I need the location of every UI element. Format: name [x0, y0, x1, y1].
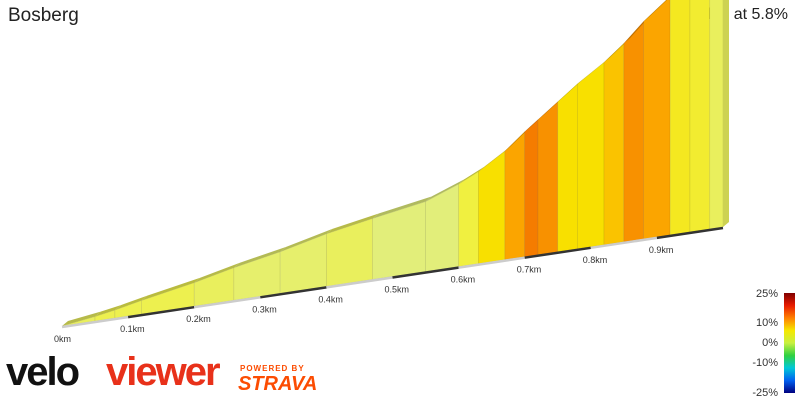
profile-segment: [689, 0, 711, 233]
profile-segment-top: [62, 311, 102, 326]
logo-viewer: viewer: [106, 350, 221, 394]
profile-segment: [623, 20, 644, 243]
x-tick-label: 0.4km: [318, 294, 343, 304]
profile-segment: [458, 171, 479, 267]
scale-label: -25%: [752, 387, 778, 399]
axis-segment: [127, 305, 195, 319]
profile-segment-top: [194, 262, 240, 283]
axis-segment: [524, 246, 591, 259]
scale-label: 0%: [762, 337, 778, 349]
profile-segment-top: [623, 16, 650, 44]
x-tick-label: 0.9km: [649, 245, 674, 255]
profile-segment-top: [95, 305, 121, 317]
x-tick-label: 0.3km: [252, 304, 277, 314]
x-tick-label: 0.8km: [583, 255, 608, 265]
profile-segment-top: [326, 213, 379, 234]
powered-by-strava-label: POWERED BY: [240, 364, 305, 373]
profile-segment-top: [114, 295, 148, 311]
scale-label: 25%: [756, 288, 778, 300]
profile-segment: [603, 42, 625, 246]
color-scale-bar: [784, 293, 795, 393]
profile-segment-top: [577, 57, 611, 84]
profile-segment-top: [141, 277, 201, 301]
axis-segment: [61, 315, 129, 329]
profile-segment: [709, 0, 724, 230]
scale-label: 10%: [756, 317, 778, 329]
axis-segment: [392, 266, 459, 279]
profile-segment-top: [478, 146, 511, 172]
profile-segment: [537, 101, 559, 256]
x-tick-label: 0.2km: [186, 314, 211, 324]
profile-segment: [577, 61, 605, 250]
x-tick-label: 0.5km: [385, 285, 410, 295]
axis-segment: [590, 236, 658, 250]
strava-logo[interactable]: STRAVA: [238, 373, 318, 395]
profile-segment-top: [372, 196, 432, 219]
x-axis-ticks: 0km 0.1km 0.2km 0.3km 0.4km 0.5km 0.6km 0.7km 0.…: [54, 226, 724, 344]
profile-segment: [504, 130, 526, 261]
axis-segment: [656, 226, 724, 240]
profile-segment-top: [425, 179, 465, 202]
profile-segment-top: [537, 96, 564, 120]
profile-segment: [524, 119, 539, 258]
x-tick-label: 0km: [54, 334, 71, 344]
axis-segment: [458, 256, 525, 269]
profile-segment: [669, 0, 691, 236]
profile-group: [61, 0, 729, 327]
axis-segment: [260, 286, 327, 299]
climb-title: Bosberg: [8, 5, 79, 26]
gradient-color-scale: 25% 10% 0% -10% -25%: [752, 288, 795, 399]
axis-segment: [326, 276, 393, 289]
scale-label: -10%: [752, 357, 778, 369]
profile-segment-top: [458, 166, 485, 185]
profile-segment-top: [504, 126, 531, 152]
profile-segment-top: [233, 246, 287, 268]
x-tick-label: 0.1km: [120, 324, 145, 334]
profile-segment-top: [557, 78, 584, 102]
x-tick-label: 0.6km: [451, 275, 476, 285]
logo-velo: velo: [6, 350, 80, 394]
profile-segment: [643, 0, 671, 240]
profile-segment: [557, 83, 578, 253]
profile-segment-top: [604, 38, 630, 63]
profile-segment-top: [643, 0, 668, 22]
x-tick-label: 0.7km: [517, 265, 542, 275]
profile-end-cap: [723, 0, 729, 227]
profile-segment-top: [280, 228, 333, 252]
axis-segment: [194, 296, 261, 309]
